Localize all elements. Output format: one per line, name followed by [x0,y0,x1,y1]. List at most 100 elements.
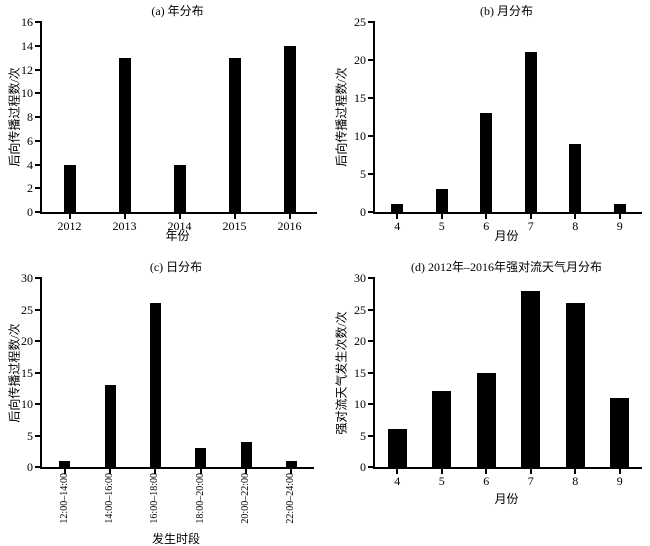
subplot-d-plot-area: 0 5 10 15 20 25 30 4 5 6 7 8 9 [354,271,642,488]
y-tick-label: 12 [21,62,33,77]
x-tick-label: 8 [572,474,579,488]
bar [391,204,404,212]
y-tick-label: 25 [354,15,366,29]
x-tick [618,212,621,219]
y-tick-label: 15 [21,365,33,380]
y-tick [35,277,42,279]
x-tick-label: 2016 [277,219,302,233]
y-tick-label: 0 [360,460,366,474]
y-tick-label: 10 [21,86,33,101]
x-tick-label: 6 [483,219,490,233]
y-tick-label: 10 [21,397,33,411]
y-tick [35,466,42,468]
y-tick-label: 20 [354,53,366,67]
y-tick [35,92,42,95]
subplot-a-title: (a) 年分布 [151,4,204,18]
x-tick-label: 5 [438,474,445,488]
x-tick-label: 9 [616,474,623,488]
subplot-b-plot-area: 0 5 10 15 20 25 4 5 6 7 8 9 [354,15,642,233]
y-tick-label: 10 [354,129,366,143]
x-tick-label: 2014 [167,219,192,233]
x-tick [109,467,111,474]
y-tick-label: 25 [21,302,33,317]
y-tick-label: 5 [360,428,366,443]
y-tick-label: 0 [360,205,366,219]
bar [240,441,252,467]
bar [435,189,448,212]
x-tick [618,467,621,474]
y-tick [368,97,375,99]
subplot-d-x-axis-label: 月份 [494,492,519,506]
bar [195,448,207,467]
x-tick [199,467,202,474]
y-tick [35,371,42,374]
x-tick-label: 8 [572,219,579,233]
y-tick [35,163,42,166]
bar [480,113,493,212]
y-tick-label: 15 [354,365,366,380]
subplot-a: (a) 年分布 后向传播过程数/次 0 2 4 6 8 10 12 14 16 2012 2013 2… [0,0,325,252]
x-tick [233,212,236,219]
y-tick [368,211,375,213]
bar [283,45,296,212]
y-tick-label: 14 [21,38,33,53]
y-tick [35,116,42,118]
subplot-a-plot-area: 0 2 4 6 8 10 12 14 16 2012 2013 2014 2015 2016 [21,15,317,233]
x-tick [63,467,66,474]
y-tick [368,21,375,23]
x-tick [485,212,488,219]
x-tick-label: 2015 [222,219,247,233]
subplot-c-x-axis-label: 发生时段 [151,532,201,546]
x-tick-label: 2013 [112,219,137,233]
subplot-b-y-axis-label: 后向传播过程数/次 [334,67,349,167]
y-tick [35,68,42,71]
x-tick [529,467,532,474]
x-tick [154,467,157,474]
subplot-c-plot-area: 0 5 10 15 20 25 30 12:00–14:00 14:00–16:00 16:00–… [21,271,314,524]
y-tick [35,139,42,142]
x-tick-label: 7 [527,219,534,233]
y-tick-label: 16 [21,15,33,29]
y-tick [368,340,375,342]
y-tick-label: 5 [27,428,33,443]
x-tick-label: 5 [438,219,445,233]
bar [524,52,537,212]
y-tick-label: 15 [354,91,366,105]
y-tick [35,340,42,342]
x-tick-label: 9 [616,219,623,233]
y-tick-label: 8 [27,110,33,124]
x-tick [245,467,247,474]
y-tick [368,59,375,61]
bar [432,391,452,467]
bar [285,460,297,467]
y-tick [35,187,42,190]
bar [173,164,186,212]
subplot-c: (c) 日分布 后向传播过程数/次 0 5 10 15 20 25 30 12:00–14:0… [0,252,325,546]
y-tick-label: 20 [21,334,33,348]
x-tick-label: 14:00–16:00 [104,473,115,524]
x-tick [123,212,126,219]
y-tick-label: 0 [27,460,33,474]
y-tick [368,371,375,374]
y-tick-label: 25 [354,302,366,317]
x-tick [485,467,488,474]
y-tick [368,308,375,311]
x-tick-label: 7 [527,474,534,488]
bar [387,429,407,467]
subplot-b: (b) 月分布 后向传播过程数/次 0 5 10 15 20 25 4 5 6 7 8 9 月份 [325,0,650,252]
y-tick [368,466,375,468]
y-tick-label: 30 [354,271,366,285]
x-tick [178,212,181,219]
x-tick [396,467,399,474]
x-tick [440,467,443,474]
y-tick [368,173,375,175]
bar [476,372,496,467]
y-tick-label: 30 [21,271,33,285]
subplot-d-title: (d) 2012年–2016年强对流天气月分布 [411,260,602,274]
bar [63,164,76,212]
bar [228,57,241,212]
bar [610,397,630,467]
x-tick-label: 4 [394,474,401,488]
y-tick-label: 6 [27,133,33,148]
